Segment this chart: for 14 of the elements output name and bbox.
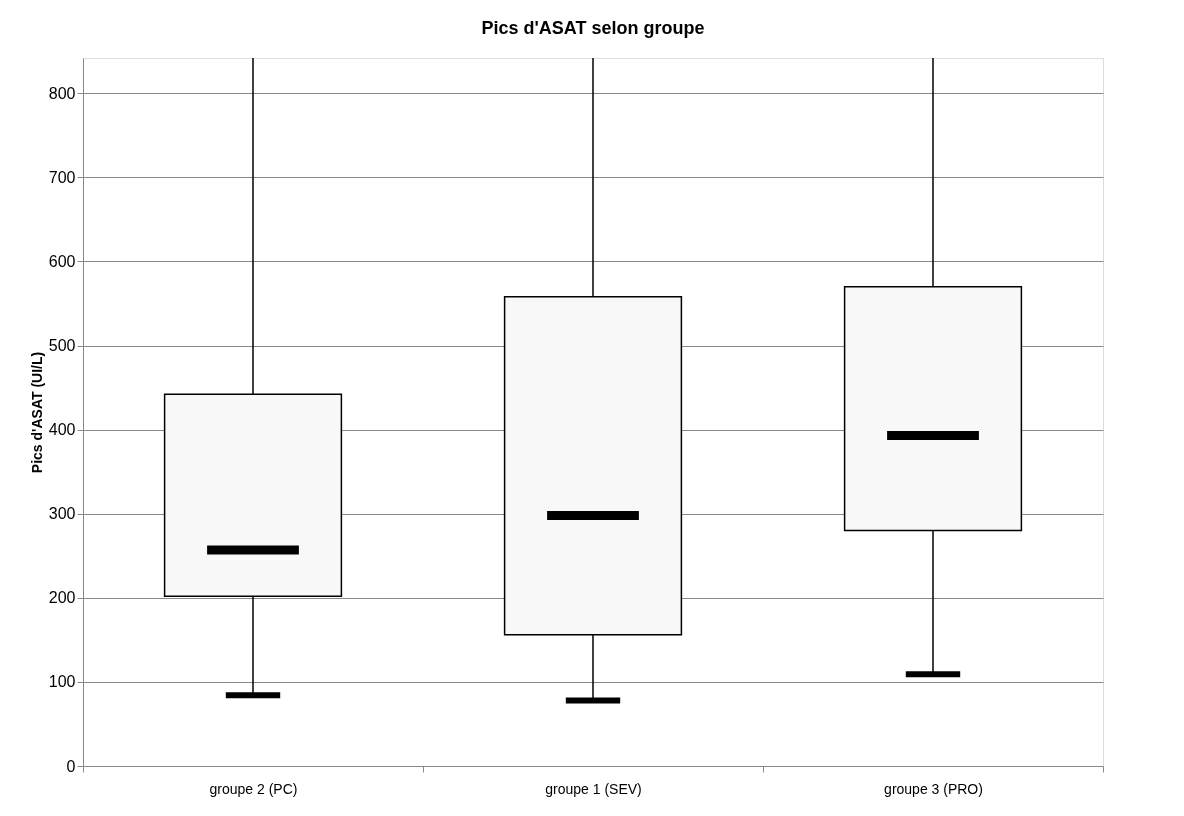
x-tick-label: groupe 1 (SEV)	[545, 780, 642, 797]
y-tick-label: 200	[48, 589, 76, 607]
chart-title: Pics d'ASAT selon groupe	[481, 18, 705, 38]
y-axis-title: Pics d'ASAT (UI/L)	[28, 351, 45, 474]
x-tick-label: groupe 2 (PC)	[209, 780, 298, 797]
y-tick-label: 100	[48, 673, 76, 691]
y-tick-label: 800	[48, 84, 76, 102]
y-tick-label: 500	[48, 337, 76, 355]
y-tick-label: 600	[48, 252, 76, 270]
x-tick-label: groupe 3 (PRO)	[884, 780, 983, 797]
y-tick-label: 300	[48, 505, 76, 523]
y-tick-label: 400	[48, 421, 76, 439]
y-tick-label: 0	[66, 757, 76, 775]
y-tick-label: 700	[48, 168, 76, 186]
